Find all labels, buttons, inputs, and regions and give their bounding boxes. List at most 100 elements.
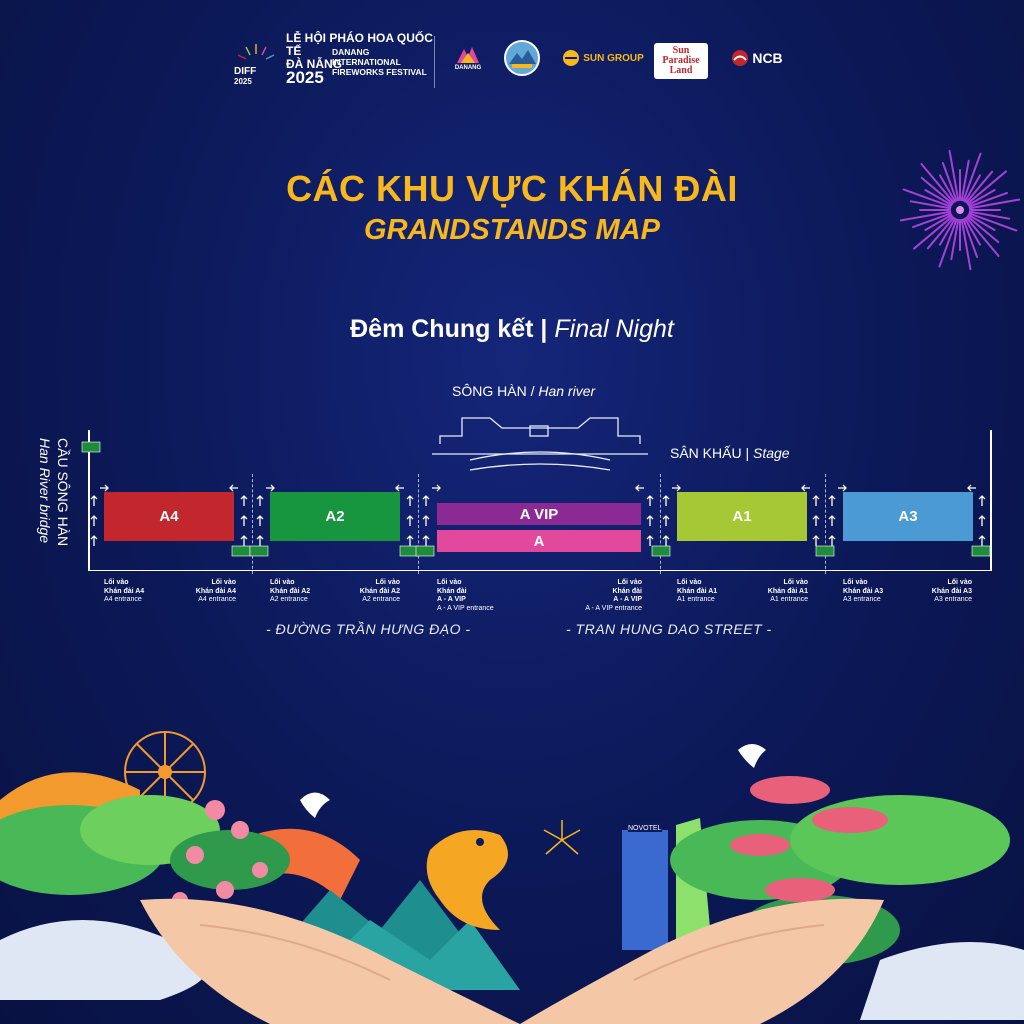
entrance-arrow-icon [256,535,264,546]
entrance-en: A1 entrance [677,596,715,603]
entrance-en: A3 entrance [843,596,881,603]
exit-sign-icon [971,545,991,557]
firework-ray [924,214,953,231]
entrance-arrow-icon [646,515,654,526]
entrance-vn: Khán đài A4 [195,587,236,595]
stand-label: A4 [159,508,179,525]
entrance-vn: Khán đài A1 [677,587,718,595]
firework-ray [900,210,952,222]
firework-ray [924,189,953,206]
entrance-avip-left: Lối vào Khán đài A - A VIP A - A VIP entran… [437,579,494,613]
firework-icon [900,149,1020,271]
night-title-vn: Đêm Chung kết | [350,315,548,343]
firework-ray [968,191,1008,208]
stand-a[interactable]: A [437,530,641,552]
entrance-arrow-icon [662,535,670,546]
entrance-a2-left: Lối vào Khán đài A2 A2 entrance [270,579,310,605]
entrance-avip-right: Lối vào Khán đài A - A VIP A - A VIP entran… [572,579,642,613]
entrance-arrow-icon [406,535,414,546]
hotel-building [622,830,668,950]
festival-year: 2025 [286,68,324,87]
sun-group-logo-icon: SUN GROUP [560,40,646,76]
separator [825,474,826,574]
entrance-arrow-icon [422,535,430,546]
exit-sign-icon [815,545,835,557]
entrance-a1-left: Lối vào Khán đài A1 A1 entrance [677,579,717,605]
svg-text:2025: 2025 [234,77,252,86]
entrance-arrow-icon [635,484,644,492]
stand-a4[interactable]: A4 [104,492,234,541]
entrance-vn: Lối vào [104,579,129,586]
entrance-vn: Lối vào [677,579,702,586]
firework-ray [964,217,981,246]
firework-ray [939,174,956,203]
entrance-en: A4 entrance [198,596,236,603]
exit-sign-icon [399,545,419,557]
festival-en-line: FIREWORKS FESTIVAL [332,67,427,77]
entrance-vn: Khán đài A2 [359,587,400,595]
firework-ray [965,170,994,204]
entrance-arrow-icon [240,515,248,526]
cloud [860,942,1024,1020]
entrance-arrow-icon [978,495,986,506]
bridge-label-vn: CẦU SÔNG HÀN [55,438,71,546]
header-divider [434,36,435,88]
entrance-vn: A - A VIP [437,596,466,603]
sponsor-name: NCB [752,50,783,66]
entrance-arrow-icon [395,484,404,492]
entrance-a3-left: Lối vào Khán đài A3 A3 entrance [843,579,883,605]
river-label-vn: SÔNG HÀN / [452,383,535,399]
diff-logo-icon: DIFF 2025 [234,44,275,86]
firework-ray [920,163,955,204]
entrance-vn: Lối vào [617,579,642,586]
entrance-en: A3 entrance [934,596,972,603]
festival-en-line: DANANG [332,47,370,57]
pink-pine-icon [730,776,888,902]
firework-ray [920,176,954,205]
ncb-logo-icon: NCB [722,40,792,76]
stage-label: SÂN KHẤU | Stage [670,445,790,461]
dragon-icon [426,830,508,930]
stand-a2[interactable]: A2 [270,492,400,541]
entrance-arrow-icon [828,495,836,506]
firework-ray [964,174,981,203]
firework-ray [962,152,982,202]
small-firework-icon [543,820,581,855]
entrance-vn: Lối vào [947,579,972,586]
firework-ray [948,149,960,202]
hotel-sign: NOVOTEL [628,825,662,832]
entrance-a3-right: Lối vào Khán đài A3 A3 entrance [928,579,972,605]
stand-a1[interactable]: A1 [677,492,807,541]
exit-sign-icon [651,545,671,557]
entrance-a2-right: Lối vào Khán đài A2 A2 entrance [356,579,400,605]
diff-logo-text: DIFF [234,66,256,77]
festival-title: LỄ HỘI PHÁO HOA QUỐC TẾ ĐÀ NẴNG 2025 [286,32,436,87]
entrance-vn: Khán đài A3 [843,587,884,595]
firework-ray [926,216,955,250]
festival-vn-line2: ĐÀ NẴNG [286,57,342,71]
firework-ray [912,212,952,229]
firework-ray [967,189,996,206]
firework-ray [962,218,979,258]
firework-ray [966,170,1007,205]
right-hand [520,898,884,1024]
stand-label: A3 [898,508,918,525]
entrance-arrow-icon [256,515,264,526]
firework-ray [965,216,1000,257]
exit-sign-icon [81,441,101,453]
exit-sign-icon [249,545,269,557]
entrance-arrow-icon [90,495,98,506]
entrance-en: A2 entrance [362,596,400,603]
exit-sign-icon [231,545,251,557]
title-vn: CÁC KHU VỰC KHÁN ĐÀI [286,168,738,209]
stand-a3[interactable]: A3 [843,492,973,541]
festival-en: DANANG INTERNATIONAL FIREWORKS FESTIVAL [332,47,427,77]
river-label: SÔNG HÀN / Han river [452,383,595,399]
firework-ray [950,218,960,261]
entrance-arrow-icon [90,515,98,526]
entrance-arrow-icon [978,535,986,546]
sponsor-name: DANANG [454,65,482,71]
entrance-en: A - A VIP entrance [585,604,642,612]
stand-a-vip[interactable]: A VIP [437,503,641,525]
stage-label-en: Stage [753,445,790,461]
